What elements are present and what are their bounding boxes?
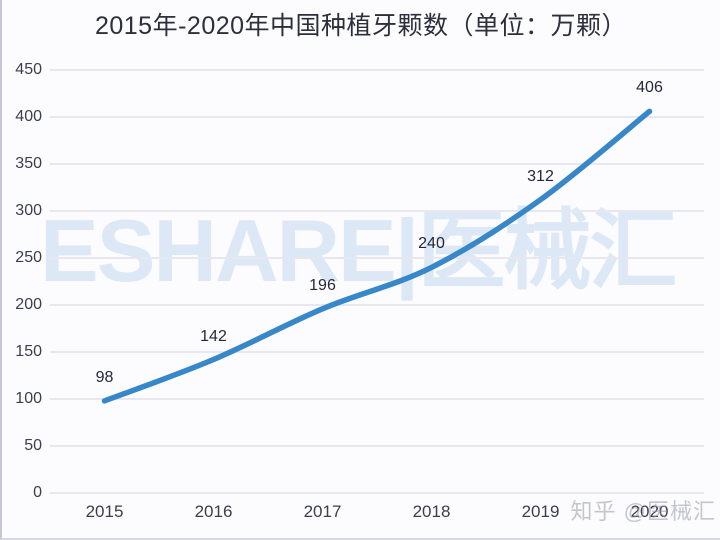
gridline — [50, 257, 704, 259]
x-tick-label: 2019 — [521, 502, 560, 521]
data-label: 312 — [527, 167, 554, 185]
y-tick-label: 400 — [15, 108, 42, 125]
y-tick-label: 0 — [33, 484, 42, 501]
data-label: 142 — [200, 327, 227, 345]
gridline — [50, 210, 704, 212]
data-label: 98 — [95, 368, 114, 386]
y-tick-label: 350 — [15, 155, 42, 172]
y-tick-label: 100 — [15, 390, 42, 407]
y-tick-label: 250 — [15, 249, 42, 266]
y-tick-label: 150 — [15, 343, 42, 360]
x-tick-label: 2018 — [412, 502, 451, 521]
y-tick-label: 50 — [24, 437, 42, 454]
x-tick-label: 2017 — [303, 502, 342, 521]
data-label: 406 — [636, 79, 663, 97]
gridline — [50, 69, 704, 71]
x-tick-label: 2016 — [194, 502, 233, 521]
x-tick-label: 2020 — [630, 502, 669, 521]
data-label: 196 — [309, 276, 336, 294]
watermark-eshare: ESHARE|医械汇 — [40, 201, 677, 300]
data-label: 240 — [418, 235, 445, 253]
y-tick-label: 300 — [15, 202, 42, 219]
gridline — [50, 116, 704, 118]
gridline — [50, 398, 704, 400]
trend-line — [101, 108, 653, 404]
watermark-zhihu: 知乎 @医械汇 — [570, 499, 716, 524]
gridline — [50, 304, 704, 306]
chart-title: 2015年-2020年中国种植牙颗数（单位：万颗） — [94, 12, 628, 40]
x-tick-label: 2015 — [85, 502, 124, 521]
y-tick-label: 450 — [15, 61, 42, 78]
gridline — [50, 351, 704, 353]
gridline — [50, 492, 704, 494]
gridline — [50, 445, 704, 447]
gridline — [50, 163, 704, 165]
y-tick-label: 200 — [15, 296, 42, 313]
